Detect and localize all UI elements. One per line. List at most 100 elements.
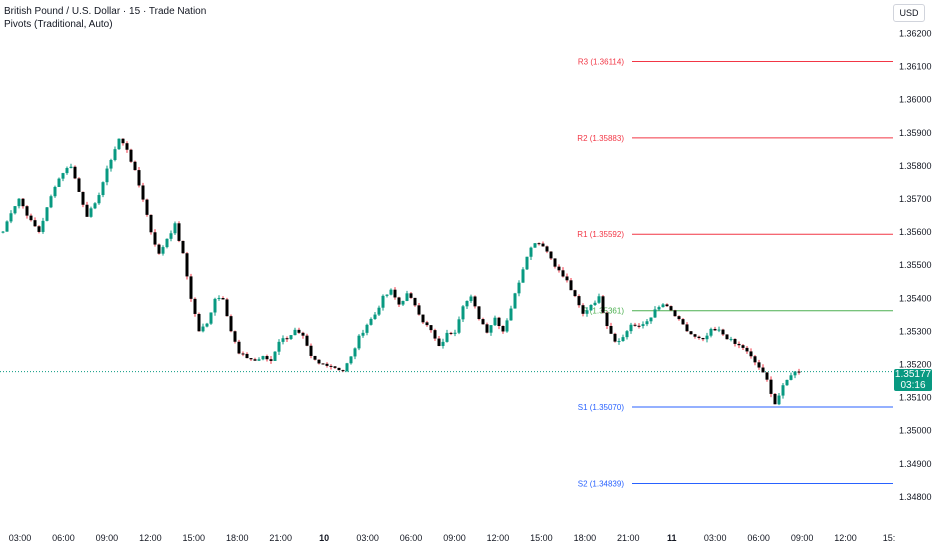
candle-body (577, 296, 581, 306)
candle-body (353, 348, 357, 357)
candle-body (549, 251, 553, 259)
candle-body (305, 335, 309, 346)
price-tick-label: 1.36000 (899, 95, 932, 105)
candle-body (457, 319, 461, 333)
candle-body (525, 256, 529, 270)
candle-body (197, 313, 201, 332)
candle-body (57, 178, 61, 187)
candle-body (453, 332, 457, 334)
candle-body (49, 196, 53, 208)
candle-body (569, 280, 573, 291)
candle-body (413, 297, 417, 306)
time-axis: 03:00 06:00 09:00 12:00 15:00 18:00 21:00 10 03:… (9, 533, 896, 543)
price-tick-label: 1.35600 (899, 227, 932, 237)
candle-body (221, 297, 225, 300)
candle-body (317, 359, 321, 364)
indicator-title[interactable]: Pivots (Traditional, Auto) (4, 19, 113, 30)
candle-body (173, 223, 177, 234)
candle-body (637, 325, 641, 327)
candle-body (489, 325, 493, 333)
candle-body (21, 198, 25, 207)
candle-body (737, 343, 741, 346)
time-tick-label: 03:00 (356, 533, 379, 543)
time-tick-label: 09:00 (791, 533, 814, 543)
candle-body (625, 331, 629, 338)
candle-body (661, 304, 665, 308)
candle-body (769, 379, 773, 394)
candle-body (701, 338, 705, 340)
candle-body (433, 330, 437, 339)
candle-body (753, 356, 757, 363)
time-tick-label: 21:00 (269, 533, 292, 543)
candle-body (17, 198, 21, 207)
candle-body (665, 304, 669, 307)
candle-body (673, 310, 677, 317)
symbol-title[interactable]: British Pound / U.S. Dollar · 15 · Trade… (4, 6, 207, 17)
candle-body (325, 363, 329, 366)
candle-body (153, 232, 157, 245)
candle-body (393, 289, 397, 298)
candle-body (121, 138, 125, 144)
candle-body (117, 138, 121, 150)
candle-body (157, 244, 161, 254)
candle-body (109, 160, 113, 169)
candle-body (309, 345, 313, 356)
candle-body (257, 359, 261, 361)
candle-body (761, 367, 765, 373)
time-tick-label: 03:00 (704, 533, 727, 543)
candle-body (237, 341, 241, 354)
candle-body (629, 324, 633, 332)
candle-body (125, 143, 129, 150)
candle-body (537, 243, 541, 245)
candle-body (169, 233, 173, 239)
candle-body (449, 332, 453, 334)
chart-legend: British Pound / U.S. Dollar · 15 · Trade… (4, 5, 206, 31)
time-tick-label: 21:00 (617, 533, 640, 543)
candle-body (613, 333, 617, 342)
candle-body (113, 149, 117, 161)
pivot-label-r2: R2 (1.35883) (577, 134, 624, 143)
pivot-label-s1: S1 (1.35070) (578, 403, 625, 412)
candle-body (781, 385, 785, 396)
candle-body (693, 334, 697, 337)
candle-body (321, 363, 325, 365)
candle-body (13, 206, 17, 214)
candle-body (733, 338, 737, 344)
price-tick-label: 1.35300 (899, 326, 932, 336)
time-tick-label: 06:00 (400, 533, 423, 543)
candle-body (249, 358, 253, 360)
candle-body (341, 370, 345, 372)
candle-body (369, 318, 373, 325)
candle-body (609, 325, 613, 334)
candle-body (621, 337, 625, 342)
candle-body (337, 367, 341, 371)
currency-button[interactable]: USD (893, 4, 925, 22)
candles (1, 138, 801, 406)
candle-body (357, 335, 361, 349)
candle-body (61, 173, 65, 179)
candle-body (485, 324, 489, 333)
candle-body (793, 371, 797, 376)
pivot-label-r1: R1 (1.35592) (577, 230, 624, 239)
price-tick-label: 1.35700 (899, 194, 932, 204)
price-tick-label: 1.35400 (899, 293, 932, 303)
candle-body (69, 166, 73, 169)
pivot-label-r3: R3 (1.36114) (578, 57, 624, 66)
candle-body (757, 362, 761, 368)
candle-body (313, 355, 317, 360)
candle-body (273, 351, 277, 361)
candle-body (205, 323, 209, 327)
price-tick-label: 1.35100 (899, 393, 932, 403)
candle-body (293, 329, 297, 336)
candle-body (501, 326, 505, 332)
price-tick-label: 1.35900 (899, 128, 932, 138)
candle-body (477, 306, 481, 320)
time-tick-label: 03:00 (9, 533, 32, 543)
candle-body (29, 215, 33, 221)
price-tick-label: 1.35000 (899, 426, 932, 436)
candle-body (645, 321, 649, 325)
candle-body (689, 331, 693, 335)
candle-body (585, 310, 589, 314)
candle-body (229, 316, 233, 332)
